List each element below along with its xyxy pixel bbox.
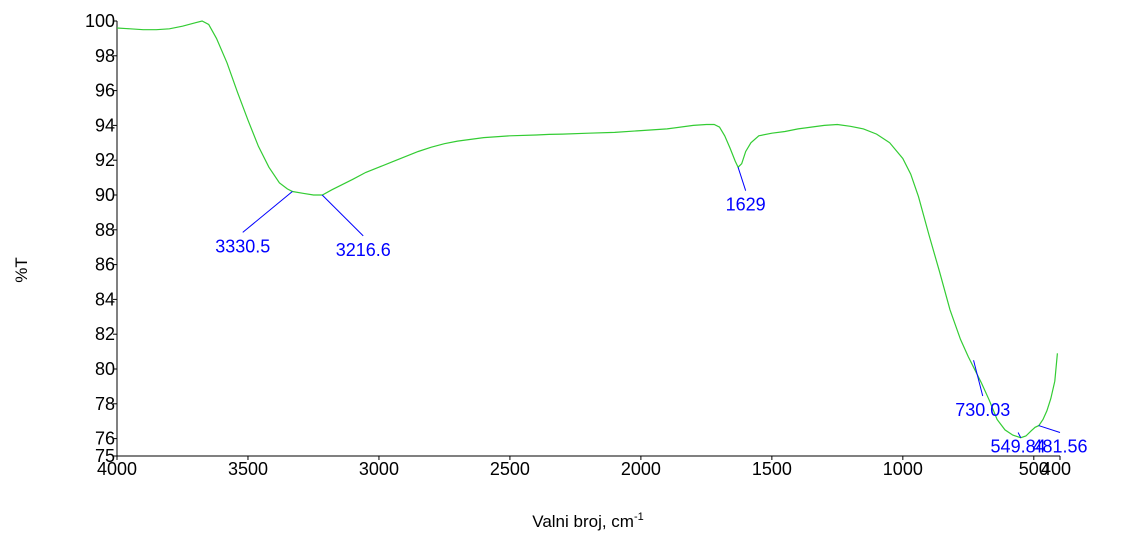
x-tick-label: 2500 [490, 459, 530, 479]
peak-label: 3330.5 [215, 236, 270, 256]
y-tick-label: 100 [85, 11, 115, 31]
y-tick-label: 94 [95, 115, 115, 135]
y-tick-label: 80 [95, 359, 115, 379]
y-tick-label: 98 [95, 46, 115, 66]
y-tick-label: 75 [95, 446, 115, 466]
x-tick-label: 4000 [97, 459, 137, 479]
spectrum-series-line [116, 20, 1058, 439]
peak-leader-line [1017, 432, 1022, 438]
y-tick-label: 82 [95, 324, 115, 344]
x-tick-label: 2000 [621, 459, 661, 479]
peak-leader-line [321, 194, 364, 237]
peak-label: 3216.6 [336, 240, 391, 260]
peak-label: 481.56 [1032, 437, 1087, 457]
peak-label: 549.84 [991, 437, 1046, 457]
y-tick-label: 96 [95, 81, 115, 101]
x-tick-label: 400 [1041, 459, 1071, 479]
x-axis-title-superscript: -1 [634, 511, 644, 523]
x-tick-label: 3000 [359, 459, 399, 479]
peak-leader-line [737, 167, 747, 191]
x-axis-title: Valni broj, cm-1 [532, 511, 644, 531]
x-tick-label: 1500 [752, 459, 792, 479]
y-tick-label: 92 [95, 150, 115, 170]
y-tick-label: 88 [95, 220, 115, 240]
y-tick-label: 84 [95, 289, 115, 309]
x-tick-label: 3500 [228, 459, 268, 479]
y-axis-title: %T [12, 257, 31, 283]
y-tick-label: 78 [95, 394, 115, 414]
x-tick-label: 500 [1019, 459, 1049, 479]
peak-leader-line [1038, 425, 1061, 433]
peak-label: 730.03 [955, 400, 1010, 420]
peak-label: 1629 [726, 195, 766, 215]
y-tick-label: 76 [95, 429, 115, 449]
peak-leader-line [973, 360, 984, 397]
peak-leader-line [242, 191, 293, 233]
y-tick-label: 90 [95, 185, 115, 205]
x-tick-label: 1000 [883, 459, 923, 479]
x-axis-title-text: Valni broj, cm [532, 512, 634, 531]
y-tick-label: 86 [95, 255, 115, 275]
